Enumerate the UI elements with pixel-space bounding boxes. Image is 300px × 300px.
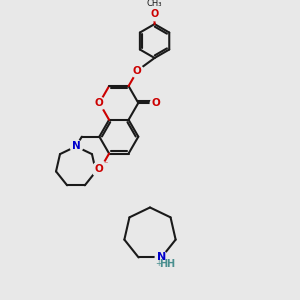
Text: +: +	[155, 259, 162, 268]
Text: O: O	[133, 66, 142, 76]
Text: CH₃: CH₃	[147, 0, 162, 8]
Text: O: O	[95, 98, 104, 108]
Text: ⁻: ⁻	[103, 159, 107, 168]
Text: H: H	[166, 259, 174, 269]
Text: N: N	[157, 253, 166, 262]
Text: O: O	[95, 164, 104, 174]
Text: O: O	[152, 98, 160, 108]
Text: O: O	[151, 9, 159, 19]
Text: N: N	[72, 141, 80, 152]
Text: H: H	[159, 259, 167, 269]
